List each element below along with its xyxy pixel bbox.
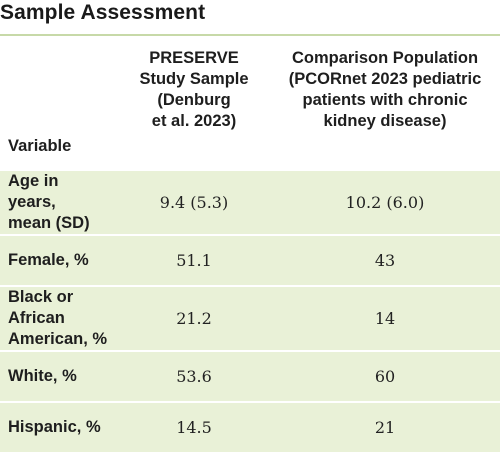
header-comparison-label: Comparison Population (PCORnet 2023 pedi… (288, 49, 482, 130)
row-comparison-value: 43 (374, 251, 396, 270)
row-comparison-value: 60 (374, 367, 396, 386)
row-variable-label: Female, % (8, 251, 89, 269)
row-comparison-value: 14 (374, 309, 396, 328)
row-variable-cell: Black or African American, % (0, 286, 118, 351)
row-preserve-value: 9.4 (5.3) (159, 193, 229, 212)
row-variable-cell: Age in years, mean (SD) (0, 170, 118, 235)
row-preserve-value: 21.2 (176, 309, 212, 328)
table-row: Black or African American, % 21.2 14 (0, 286, 500, 351)
header-variable: Variable (0, 35, 118, 170)
header-preserve: PRESERVE Study Sample (Denburg et al. 20… (118, 35, 270, 170)
table-row: White, % 53.6 60 (0, 351, 500, 402)
row-variable-label: White, % (8, 367, 77, 385)
row-variable-cell: White, % (0, 351, 118, 402)
header-variable-label: Variable (8, 137, 72, 155)
row-preserve-value: 51.1 (176, 251, 212, 270)
table-row: Age in years, mean (SD) 9.4 (5.3) 10.2 (… (0, 170, 500, 235)
row-preserve-value: 14.5 (176, 418, 212, 437)
table-row: Female, % 51.1 43 (0, 235, 500, 286)
row-variable-label: Black or African American, % (8, 288, 108, 348)
row-variable-label: Age in years, mean (SD) (8, 172, 90, 232)
header-preserve-label: PRESERVE Study Sample (Denburg et al. 20… (139, 49, 249, 130)
row-variable-cell: Hispanic, % (0, 402, 118, 452)
row-comparison-value: 21 (374, 418, 396, 437)
row-variable-label: Hispanic, % (8, 418, 101, 436)
page-title: Sample Assessment (0, 1, 206, 24)
sample-assessment-table: Variable PRESERVE Study Sample (Denburg … (0, 34, 500, 452)
table-header-row: Variable PRESERVE Study Sample (Denburg … (0, 35, 500, 170)
row-comparison-value: 10.2 (6.0) (345, 193, 425, 212)
row-variable-cell: Female, % (0, 235, 118, 286)
table-row: Hispanic, % 14.5 21 (0, 402, 500, 452)
header-comparison: Comparison Population (PCORnet 2023 pedi… (270, 35, 500, 170)
row-preserve-value: 53.6 (176, 367, 212, 386)
